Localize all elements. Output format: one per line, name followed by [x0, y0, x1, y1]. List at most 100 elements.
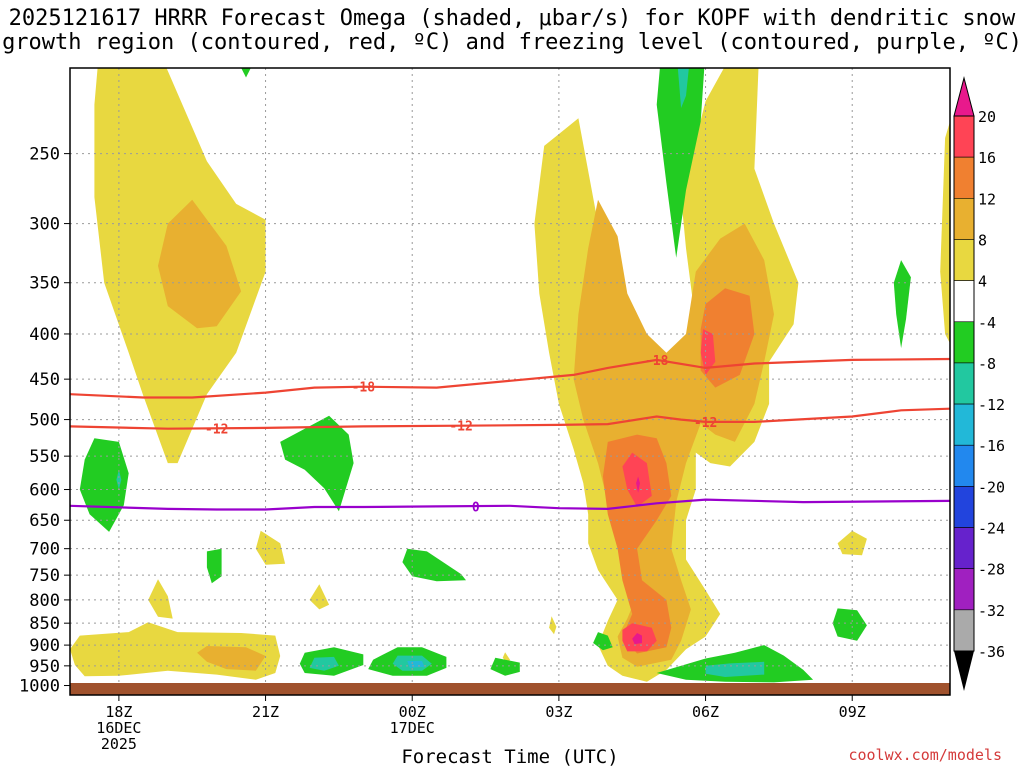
omega-12to16-main — [602, 434, 672, 654]
chart-title-line1: 2025121617 HRRR Forecast Omega (shaded, … — [8, 6, 1016, 31]
colorbar-bin — [953, 568, 975, 611]
omega-minus4to8-hr8 — [402, 548, 466, 582]
omega-minus4to8-hr9 — [490, 657, 520, 676]
colorbar-bin — [953, 609, 975, 652]
y-tick-label: 1000 — [19, 677, 60, 697]
colorbar-bin — [953, 444, 975, 487]
y-tick-label: 950 — [29, 657, 60, 677]
ground-strip — [70, 683, 950, 695]
colorbar-label: -24 — [978, 520, 1005, 538]
x-tick-label: 16DEC — [96, 719, 141, 737]
colorbar-label: 8 — [978, 231, 987, 249]
y-tick-label: 700 — [29, 540, 60, 560]
y-tick-label: 500 — [29, 411, 60, 431]
x-tick-label: 06Z — [692, 703, 719, 721]
omega-minus8to12-low-a — [309, 656, 339, 671]
colorbar-bin — [953, 403, 975, 446]
colorbar-label: -8 — [978, 355, 996, 373]
omega-minus12to16-low-b — [407, 661, 425, 668]
y-tick-label: 650 — [29, 511, 60, 531]
dgz-minus12-line — [70, 407, 950, 430]
omega-4to8-right-edge — [940, 121, 950, 344]
y-tick-label: 900 — [29, 636, 60, 656]
x-tick-label: 18Z — [105, 703, 132, 721]
omega-over20-low — [632, 633, 642, 645]
omega-4to8-hr4-mid — [255, 530, 286, 565]
dgz-minus18-line — [70, 357, 950, 399]
colorbar-bin — [953, 115, 975, 158]
omega-4to8-early-tail — [148, 579, 173, 619]
omega-4to8-hr5-low — [309, 584, 330, 610]
y-tick-label: 750 — [29, 566, 60, 586]
omega-minus4to8-hr4 — [280, 415, 354, 512]
colorbar-bin — [953, 156, 975, 199]
omega-16to20-upper — [700, 329, 716, 375]
freezing-level-label: 0 — [472, 500, 480, 515]
colorbar-under-arrow — [954, 651, 974, 691]
x-tick-label: 09Z — [839, 703, 866, 721]
x-tick-label: 03Z — [545, 703, 572, 721]
y-tick-label: 400 — [29, 325, 60, 345]
y-tick-label: 450 — [29, 370, 60, 390]
contour-labels: -18 -18 -12 -12 -12 0 — [205, 354, 717, 516]
plot-frame — [69, 67, 951, 696]
colorbar-bin — [953, 362, 975, 405]
credit-text[interactable]: coolwx.com/models — [848, 746, 1002, 764]
colorbar-bin — [953, 198, 975, 240]
omega-minus4to8-hr16-low — [832, 608, 867, 641]
y-tick-label: 800 — [29, 591, 60, 611]
colorbar-over-arrow — [953, 76, 975, 117]
colorbar-bin — [953, 321, 975, 364]
x-tick-label: 21Z — [252, 703, 279, 721]
omega-minus4to8-hr10-7 — [593, 632, 613, 651]
y-tick-label: 250 — [29, 145, 60, 165]
colorbar-label: -28 — [978, 561, 1005, 579]
omega-minus4to8-left — [79, 438, 129, 532]
omega-minus4to8-hr17 — [893, 260, 911, 349]
colorbar-label: -32 — [978, 602, 1005, 620]
omega-8to12-early-upper — [158, 199, 242, 329]
colorbar-label: 4 — [978, 273, 987, 291]
colorbar-bin — [953, 527, 975, 569]
dgz-minus18-label: -18 — [645, 354, 669, 369]
omega-minus4to8-top-center — [656, 68, 705, 258]
omega-over20-mid — [636, 476, 640, 493]
omega-minus4to8-hr3 — [206, 548, 222, 584]
colorbar-label: -12 — [978, 396, 1005, 414]
omega-minus8to12-top-center — [677, 68, 689, 108]
shaded-regions — [70, 68, 950, 695]
x-tick-label: 2025 — [101, 735, 137, 753]
colorbar-label: 16 — [978, 149, 996, 167]
colorbar-bin — [953, 239, 975, 281]
colorbar-bin — [953, 486, 975, 528]
y-tick-label: 300 — [29, 215, 60, 235]
y-tick-label: 350 — [29, 274, 60, 294]
dgz-minus12-label: -12 — [449, 420, 472, 435]
colorbar-label: -36 — [978, 643, 1005, 661]
omega-4to8-hr10 — [549, 616, 557, 635]
colorbar: 20 16 12 8 4 -4 -8 -12 -16 -20 -24 -28 -32 -36 — [953, 76, 1005, 691]
omega-8to12-early-low — [197, 646, 266, 671]
y-tick-label: 550 — [29, 447, 60, 467]
dgz-minus12-label: -12 — [694, 416, 717, 431]
colorbar-label: -20 — [978, 478, 1005, 496]
y-tick-label: 600 — [29, 481, 60, 501]
contour-lines — [70, 357, 950, 511]
chart-title-line2: growth region (contoured, red, ºC) and f… — [2, 30, 1022, 55]
colorbar-label: 20 — [978, 108, 996, 126]
colorbar-label: -4 — [978, 314, 996, 332]
colorbar-label: 12 — [978, 190, 996, 208]
colorbar-bin — [953, 280, 975, 323]
x-tick-label: 17DEC — [390, 719, 435, 737]
dgz-minus12-label: -12 — [205, 423, 228, 438]
x-tick-label: 00Z — [399, 703, 426, 721]
dgz-minus18-label: -18 — [352, 381, 376, 396]
x-axis-label: Forecast Time (UTC) — [401, 746, 619, 768]
y-axis-ticks: 2503003504004505005506006507007508008509… — [19, 145, 70, 697]
freezing-level-line — [70, 498, 950, 511]
omega-minus8to12-left — [116, 469, 122, 490]
omega-16to20-mid — [622, 452, 652, 507]
y-tick-label: 850 — [29, 614, 60, 634]
